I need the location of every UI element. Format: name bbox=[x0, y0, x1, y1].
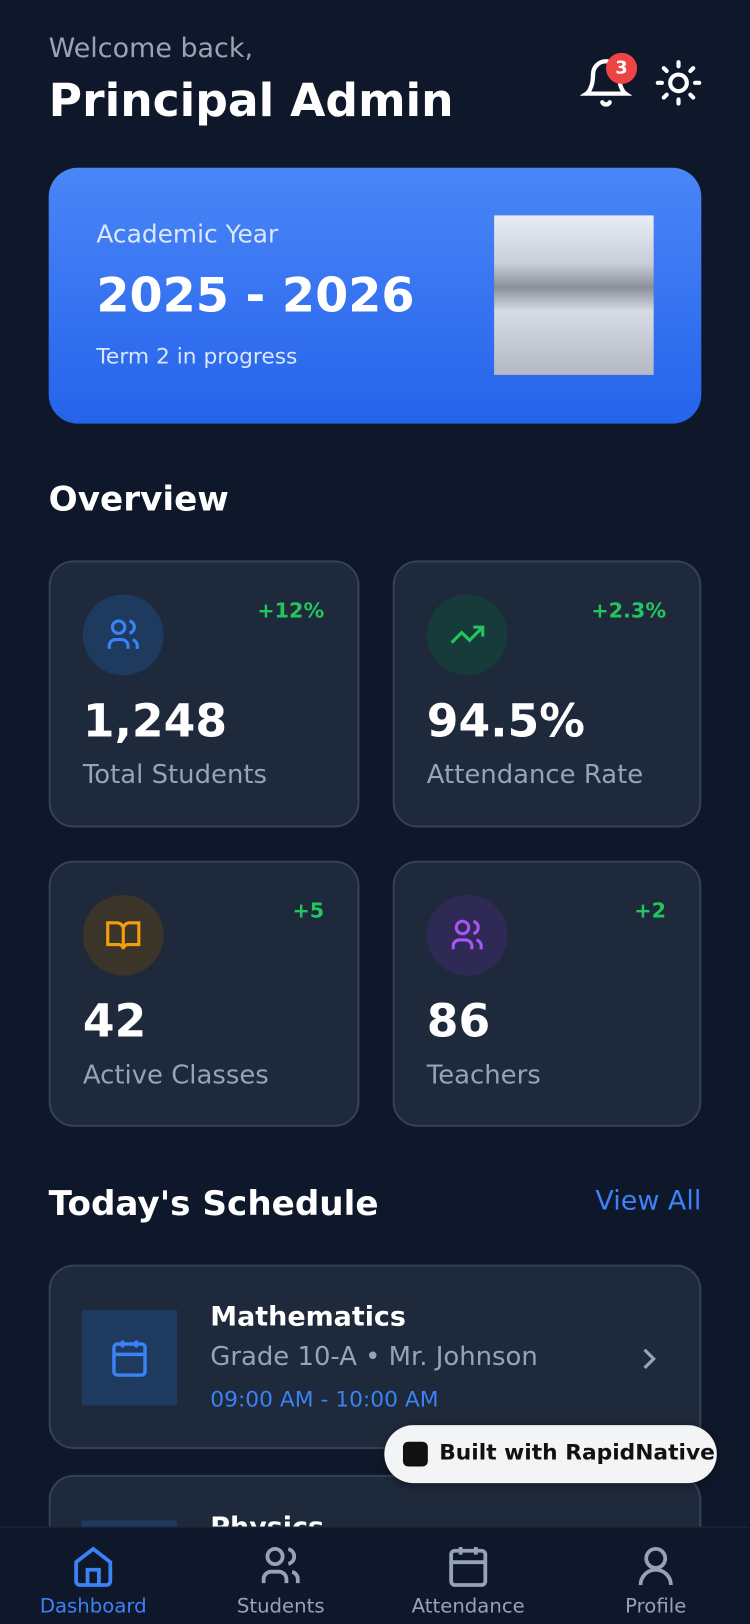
greeting: Welcome back, bbox=[48, 33, 254, 65]
user-name: Principal Admin bbox=[48, 74, 454, 128]
built-with-badge[interactable]: Built with RapidNative bbox=[384, 1425, 717, 1484]
stat-change: +2.3% bbox=[591, 597, 667, 623]
view-all-link[interactable]: View All bbox=[595, 1185, 702, 1217]
book-icon bbox=[106, 921, 141, 950]
stat-change: +12% bbox=[257, 597, 325, 623]
schedule-item[interactable]: Mathematics Grade 10-A • Mr. Johnson 09:… bbox=[48, 1264, 702, 1449]
stat-value: 94.5% bbox=[426, 694, 585, 748]
nav-label[interactable]: Attendance bbox=[411, 1594, 525, 1618]
schedule-time: 09:00 AM - 10:00 AM bbox=[210, 1386, 439, 1412]
students-icon bbox=[107, 619, 139, 649]
trend-icon bbox=[450, 625, 485, 644]
stat-card[interactable]: +2 86 Teachers bbox=[392, 860, 702, 1127]
banner-year: 2025 - 2026 bbox=[96, 267, 415, 324]
classroom-image bbox=[494, 215, 654, 375]
nav-icon[interactable] bbox=[70, 1543, 116, 1589]
calendar-icon bbox=[112, 1340, 147, 1377]
stat-label: Active Classes bbox=[82, 1059, 269, 1090]
section-title: Today's Schedule bbox=[48, 1182, 379, 1224]
bottom-nav bbox=[0, 1526, 750, 1624]
nav-label[interactable]: Dashboard bbox=[39, 1594, 147, 1618]
stat-label: Teachers bbox=[426, 1059, 541, 1090]
stat-label: Total Students bbox=[82, 759, 268, 790]
schedule-details: Grade 10-A • Mr. Johnson bbox=[210, 1341, 538, 1372]
nav-icon[interactable] bbox=[258, 1543, 304, 1589]
theme-toggle[interactable] bbox=[654, 58, 704, 108]
stat-value: 1,248 bbox=[82, 694, 228, 748]
badge-text: Built with RapidNative bbox=[439, 1439, 715, 1465]
stat-label: Attendance Rate bbox=[426, 759, 644, 790]
stat-card[interactable]: +12% 1,248 Total Students bbox=[48, 560, 360, 828]
stat-card[interactable]: +2.3% 94.5% Attendance Rate bbox=[392, 560, 702, 828]
nav-label[interactable]: Profile bbox=[625, 1594, 687, 1618]
chevron bbox=[643, 1348, 656, 1370]
teachers-icon bbox=[451, 919, 483, 950]
nav-icon[interactable] bbox=[445, 1543, 491, 1589]
stat-change: +5 bbox=[292, 897, 325, 923]
stat-value: 42 bbox=[82, 995, 147, 1049]
banner-subtitle: Term 2 in progress bbox=[96, 343, 298, 369]
stat-value: 86 bbox=[426, 995, 491, 1049]
nav-icon[interactable] bbox=[633, 1543, 679, 1589]
notification-badge: 3 bbox=[606, 52, 638, 84]
section-title: Overview bbox=[48, 478, 229, 519]
stat-card[interactable]: +5 42 Active Classes bbox=[48, 860, 360, 1127]
schedule-subject: Mathematics bbox=[210, 1301, 406, 1333]
nav-label[interactable]: Students bbox=[236, 1594, 325, 1618]
banner-label: Academic Year bbox=[96, 219, 279, 249]
academic-banner: Academic Year 2025 - 2026 Term 2 in prog… bbox=[48, 167, 702, 424]
stat-change: +2 bbox=[634, 897, 667, 923]
